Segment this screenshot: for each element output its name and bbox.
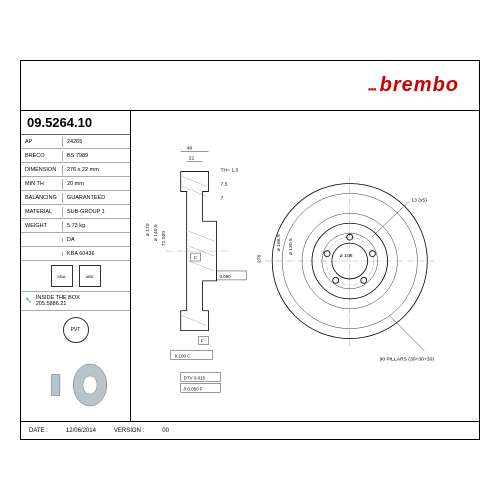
content-area: 09.5264.10 AP24265 BRECOBS 7989 DIMENSIO… xyxy=(21,111,479,421)
title-block-header: brembo xyxy=(21,61,479,111)
spec-row: MIN TH20 mm xyxy=(21,177,130,191)
svg-text:22: 22 xyxy=(189,156,195,162)
pvt-area: PVT xyxy=(21,311,130,349)
footer-version-label: VERSION : xyxy=(114,428,144,434)
svg-text:90 PILLARS (30+30+30): 90 PILLARS (30+30+30) xyxy=(380,356,435,362)
svg-text:13 (x5): 13 (x5) xyxy=(411,197,427,203)
drawing-sheet: brembo 09.5264.10 AP24265 BRECOBS 7989 D… xyxy=(20,60,480,440)
svg-text:C: C xyxy=(194,255,198,260)
spec-row: KBA 60436 xyxy=(21,247,130,261)
svg-text:7: 7 xyxy=(220,195,223,201)
thumbnail-view xyxy=(21,349,130,421)
spec-table: AP24265 BRECOBS 7989 DIMENSION276 x 22 m… xyxy=(21,135,130,261)
footer-date: 12/06/2014 xyxy=(66,428,96,434)
svg-text:48: 48 xyxy=(187,146,193,152)
svg-text:276: 276 xyxy=(256,254,262,263)
section-view: 48 22 TH= 1,5 7,5 7 ⌀ 170 ⌀ 140,5 71.020… xyxy=(145,146,246,393)
spec-row: BALANCINGGUARANTEED xyxy=(21,191,130,205)
footer-date-label: DATE : xyxy=(29,428,48,434)
badge-abe: ABE xyxy=(79,265,101,287)
pvt-badge: PVT xyxy=(63,317,89,343)
spec-row: MATERIALSUB-GROUP 1 xyxy=(21,205,130,219)
inside-the-box: 🔧 INSIDE THE BOX 205.5886.21 xyxy=(21,291,130,311)
svg-text:TH= 1,5: TH= 1,5 xyxy=(220,168,238,174)
tool-icon: 🔧 xyxy=(25,298,32,304)
svg-text:⌀ 108: ⌀ 108 xyxy=(340,253,353,259)
svg-text:71.020: 71.020 xyxy=(161,231,167,246)
svg-text:// 0.050 F: // 0.050 F xyxy=(184,386,203,391)
badge-kba: KBA xyxy=(51,265,73,287)
front-view: 13 (x5) ⌀ 108 ⌀ 166.5 ⌀ 130.5 276 90 PIL… xyxy=(256,177,434,363)
spec-row: WEIGHT5.73 kg xyxy=(21,219,130,233)
spec-row: DA xyxy=(21,233,130,247)
spec-column: 09.5264.10 AP24265 BRECOBS 7989 DIMENSIO… xyxy=(21,111,131,421)
part-number: 09.5264.10 xyxy=(21,111,130,135)
footer-version: 00 xyxy=(162,428,169,434)
svg-text:DTV 0.015: DTV 0.015 xyxy=(184,375,206,380)
svg-text:⌀ 140,5: ⌀ 140,5 xyxy=(153,224,159,241)
svg-text:F: F xyxy=(201,339,204,344)
svg-text:⌀ 170: ⌀ 170 xyxy=(145,223,151,236)
svg-text:0.100 C: 0.100 C xyxy=(175,353,191,358)
svg-text:⌀ 130.5: ⌀ 130.5 xyxy=(288,238,294,255)
cert-badges: KBA ABE xyxy=(21,261,130,291)
svg-text:⌀ 166.5: ⌀ 166.5 xyxy=(276,234,282,251)
footer-bar: DATE : 12/06/2014 VERSION : 00 xyxy=(21,421,479,439)
brand-logo: brembo xyxy=(368,74,459,97)
spec-row: DIMENSION276 x 22 mm xyxy=(21,163,130,177)
drawing-area: 48 22 TH= 1,5 7,5 7 ⌀ 170 ⌀ 140,5 71.020… xyxy=(131,111,479,421)
svg-text:7,5: 7,5 xyxy=(220,181,227,187)
spec-row: BRECOBS 7989 xyxy=(21,149,130,163)
spec-row: AP24265 xyxy=(21,135,130,149)
svg-text:0.050: 0.050 xyxy=(219,274,231,279)
